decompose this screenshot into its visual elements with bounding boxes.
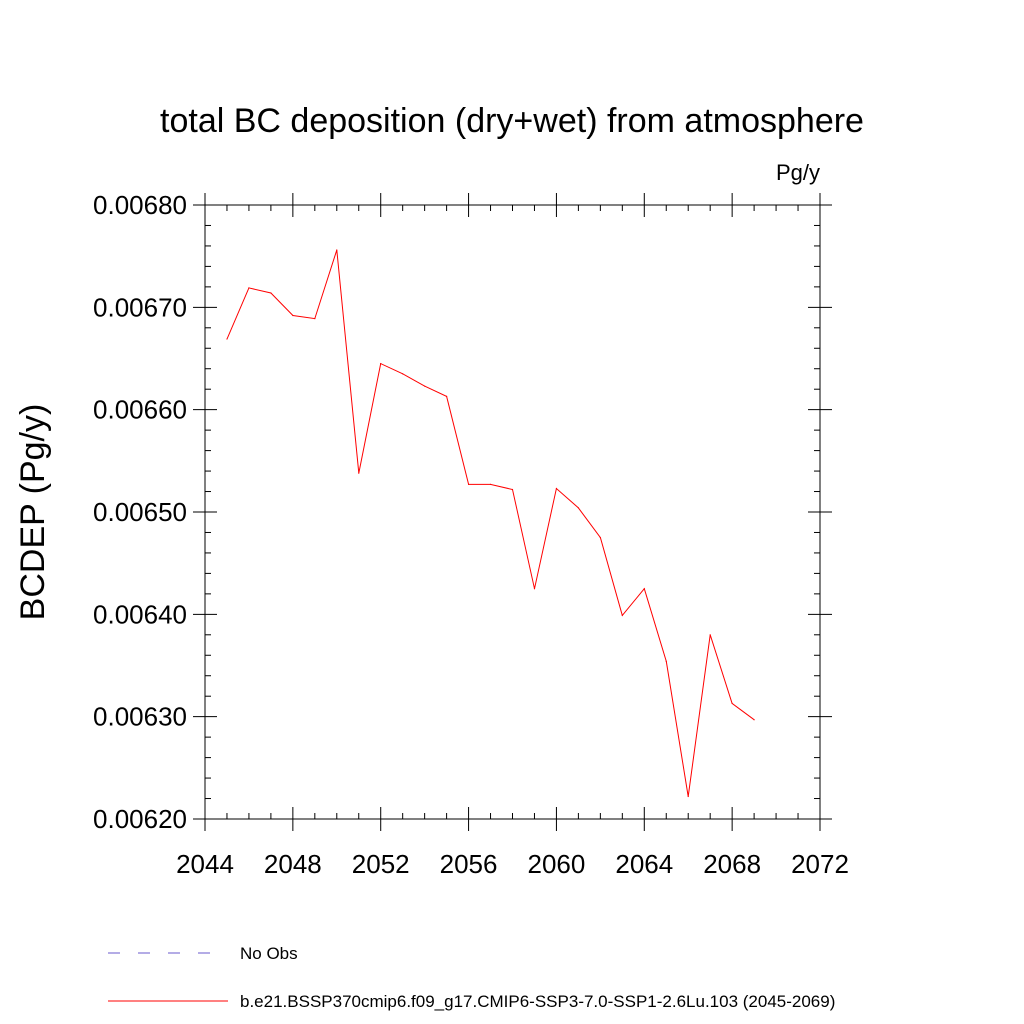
tick-labels: 2044 2048 2052 2056 2060 2064 2068 2072 0.00620 0… xyxy=(93,190,849,879)
data-point xyxy=(687,795,689,798)
x-tick-label: 2072 xyxy=(791,849,849,879)
x-tick-label: 2056 xyxy=(440,849,498,879)
x-tick-label: 2044 xyxy=(176,849,234,879)
y-tick-label: 0.00630 xyxy=(93,702,187,732)
data-point xyxy=(402,373,404,375)
data-point xyxy=(380,363,382,365)
plot-frame xyxy=(204,204,821,820)
series-group xyxy=(226,249,755,798)
legend: No Obs b.e21.BSSP370cmip6.f09_g17.CMIP6-… xyxy=(108,944,835,1011)
units-label: Pg/y xyxy=(776,160,820,185)
data-point xyxy=(753,719,755,721)
data-point xyxy=(336,249,338,251)
data-point xyxy=(555,487,558,490)
legend-label-series: b.e21.BSSP370cmip6.f09_g17.CMIP6-SSP3-7.… xyxy=(240,992,835,1011)
y-tick-label: 0.00640 xyxy=(93,599,187,629)
legend-label-no-obs: No Obs xyxy=(240,944,298,963)
data-point xyxy=(511,488,514,491)
y-tick-label: 0.00680 xyxy=(93,190,187,220)
data-point xyxy=(292,314,294,317)
x-tick-label: 2064 xyxy=(615,849,673,879)
data-point xyxy=(643,588,645,590)
data-point xyxy=(358,472,360,474)
data-point xyxy=(533,588,536,590)
data-point xyxy=(709,634,711,636)
y-tick-label: 0.00660 xyxy=(93,395,187,425)
axis-ticks xyxy=(193,193,832,831)
y-axis-label: BCDEP (Pg/y) xyxy=(14,404,52,621)
chart-title: total BC deposition (dry+wet) from atmos… xyxy=(160,102,864,140)
data-point xyxy=(226,338,228,340)
data-point xyxy=(665,660,667,663)
data-point xyxy=(731,702,733,704)
data-point xyxy=(424,385,426,387)
y-tick-label: 0.00650 xyxy=(93,497,187,527)
data-point xyxy=(467,483,470,485)
series-line xyxy=(226,249,755,797)
data-point xyxy=(489,483,492,485)
x-tick-label: 2048 xyxy=(264,849,322,879)
data-point xyxy=(446,395,448,397)
y-tick-label: 0.00620 xyxy=(93,804,187,834)
y-tick-label: 0.00670 xyxy=(93,292,187,322)
data-point xyxy=(248,287,250,289)
x-tick-label: 2060 xyxy=(528,849,586,879)
data-point xyxy=(621,614,623,616)
x-tick-label: 2052 xyxy=(352,849,410,879)
data-point xyxy=(314,317,316,320)
data-point xyxy=(599,536,601,539)
x-tick-label: 2068 xyxy=(703,849,761,879)
data-point xyxy=(270,292,272,294)
data-point xyxy=(577,507,579,509)
